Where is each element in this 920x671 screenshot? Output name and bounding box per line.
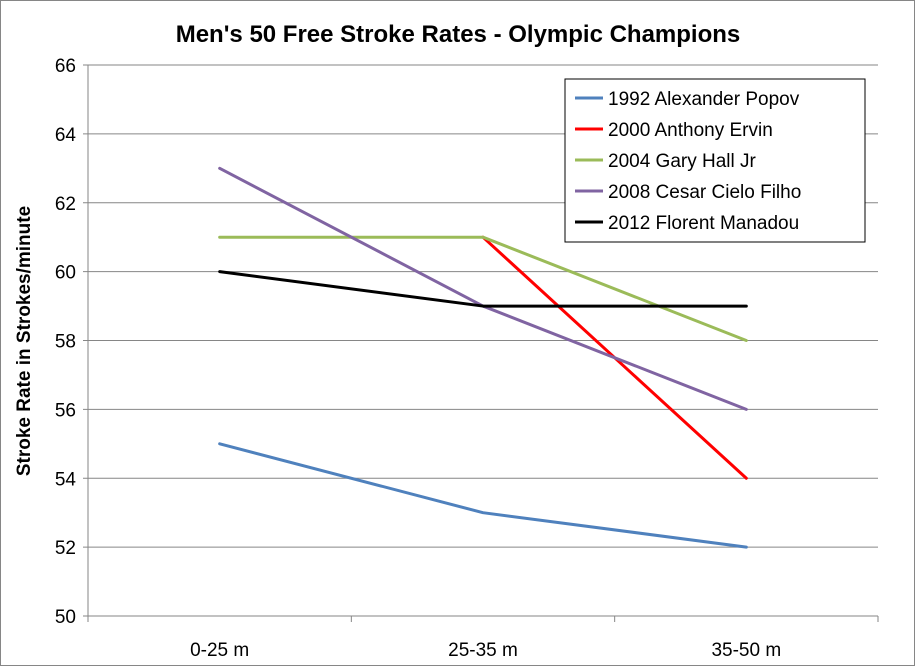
y-tick-label: 66 [55,56,76,77]
legend-label: 2008 Cesar Cielo Filho [608,182,801,203]
y-tick-label: 56 [55,400,76,421]
y-tick-label: 58 [55,332,76,353]
x-tick-label: 25-35 m [448,640,518,661]
legend-label: 2012 Florent Manadou [608,213,799,234]
y-tick-label: 52 [55,538,76,559]
legend-label: 2004 Gary Hall Jr [608,151,757,172]
y-tick-label: 60 [55,263,76,284]
x-tick-label: 0-25 m [190,640,249,661]
legend: 1992 Alexander Popov 2000 Anthony Ervin 20… [564,78,866,243]
y-tick-label: 54 [55,469,77,490]
y-tick-label: 62 [55,194,76,215]
legend-label: 2000 Anthony Ervin [608,120,773,141]
series-line-1 [218,442,748,549]
data-series [218,166,748,549]
y-tick-label: 64 [55,125,77,146]
y-tick-label: 50 [55,607,76,628]
legend-label: 1992 Alexander Popov [608,89,800,110]
series-line-5 [218,270,748,308]
axes [83,64,879,622]
legend-box [564,78,866,243]
chart-title: Men's 50 Free Stroke Rates - Olympic Cha… [176,21,741,48]
x-tick-label: 35-50 m [711,640,781,661]
y-axis-label: Stroke Rate in Strokes/minute [14,206,35,476]
tick-labels: 50 52 54 56 58 60 62 64 66 0-25 m 25-35 m 35-50 m [55,56,781,661]
